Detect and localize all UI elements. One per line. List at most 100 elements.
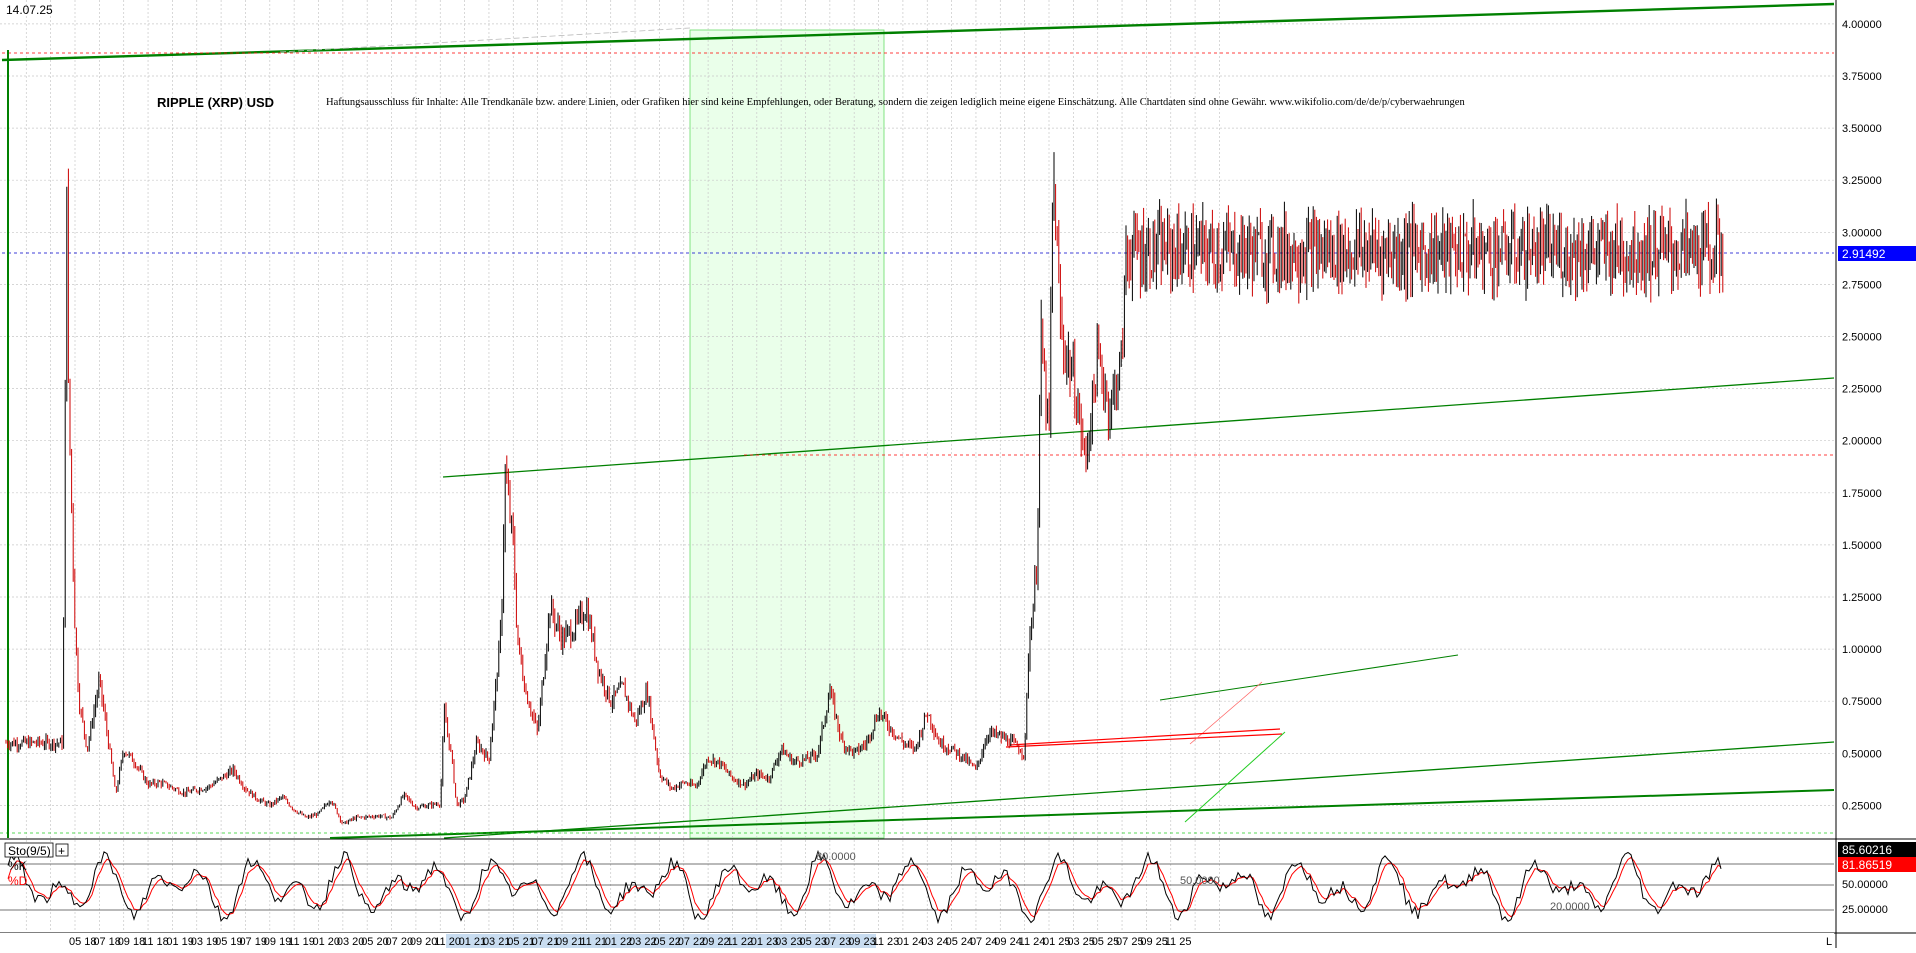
x-tick-label: 09 23	[848, 936, 876, 948]
x-tick-label: 05 20	[361, 936, 389, 948]
price-candles	[5, 152, 1724, 825]
y-tick-label: 2.75000	[1842, 279, 1882, 291]
trendline	[1005, 733, 1283, 748]
k-value-tag	[1838, 842, 1916, 857]
x-tick-label: 01 25	[1043, 936, 1071, 948]
trendline	[1159, 654, 1459, 701]
price-tag	[1838, 246, 1916, 261]
x-tick-label: 09 19	[264, 936, 292, 948]
x-tick-label: 05 25	[1092, 936, 1120, 948]
disclaimer-text: Haftungsausschluss für Inhalte: Alle Tre…	[326, 97, 1465, 108]
trendline	[442, 377, 1835, 478]
ind-axis-50: 50.00000	[1842, 879, 1888, 891]
x-tick-label: 01 22	[605, 936, 633, 948]
trendline	[443, 741, 1835, 839]
y-tick-label: 3.50000	[1842, 123, 1882, 135]
y-tick-label: 3.75000	[1842, 71, 1882, 83]
trendline	[329, 789, 1835, 839]
x-tick-label: 05 18	[69, 936, 97, 948]
x-tick-label: 07 23	[824, 936, 852, 948]
x-tick-label: 01 19	[166, 936, 194, 948]
y-tick-label: 3.00000	[1842, 227, 1882, 239]
x-tick-label: 09 18	[118, 936, 146, 948]
x-tick-label: 05 22	[653, 936, 681, 948]
price-axis: 4.00000 3.75000 3.50000 3.25000 3.00000 2.750…	[1842, 19, 1882, 813]
x-tick-label: 07 25	[1116, 936, 1144, 948]
x-tick-label: 07 19	[239, 936, 267, 948]
x-tick-label: 11 24	[1019, 936, 1046, 948]
x-tick-label: 03 19	[191, 936, 219, 948]
y-tick-label: 3.25000	[1842, 175, 1882, 187]
trendlines	[0, 2, 1835, 839]
stoch-d-line	[7, 856, 1722, 918]
date-axis-highlight	[446, 934, 876, 948]
y-tick-label: 0.25000	[1842, 800, 1882, 812]
x-tick-label: 03 23	[775, 936, 803, 948]
indicator-name-box	[4, 842, 54, 858]
x-tick-label: 07 21	[532, 936, 560, 948]
price-tag-value: 2.91492	[1842, 247, 1886, 261]
x-tick-label: 05 19	[215, 936, 243, 948]
trendline	[279, 27, 691, 53]
y-tick-label: 0.50000	[1842, 748, 1882, 760]
level-50-label: 50.0000	[1180, 875, 1220, 887]
axis-end-label: L	[1826, 936, 1832, 948]
x-tick-label: 07 20	[386, 936, 414, 948]
x-tick-label: 09 25	[1140, 936, 1168, 948]
x-tick-label: 03 21	[483, 936, 511, 948]
y-tick-label: 0.75000	[1842, 696, 1882, 708]
x-tick-label: 07 24	[970, 936, 998, 948]
indicator-name: Sto(9/5)	[8, 844, 51, 858]
trendline	[1184, 731, 1286, 823]
x-tick-label: 11 21	[580, 936, 607, 948]
stoch-k-line	[7, 849, 1722, 925]
x-tick-label: 03 20	[337, 936, 365, 948]
x-tick-label: 03 24	[921, 936, 949, 948]
y-tick-label: 4.00000	[1842, 19, 1882, 31]
level-80-label: 80.0000	[816, 851, 856, 863]
y-tick-label: 2.25000	[1842, 384, 1882, 396]
x-tick-label: 09 20	[410, 936, 438, 948]
x-tick-label: 01 24	[897, 936, 925, 948]
x-tick-label: 01 23	[751, 936, 779, 948]
ind-axis-25: 25.00000	[1842, 904, 1888, 916]
x-tick-label: 05 24	[946, 936, 974, 948]
x-tick-label: 07 18	[93, 936, 121, 948]
level-20-label: 20.0000	[1550, 901, 1590, 913]
trendline	[1009, 728, 1281, 746]
stochastic-lines	[7, 849, 1722, 925]
x-tick-label: 11 20	[434, 936, 461, 948]
x-tick-label: 01 21	[459, 936, 487, 948]
d-value: 81.86519	[1842, 858, 1892, 872]
y-tick-label: 2.50000	[1842, 332, 1882, 344]
y-tick-label: 1.25000	[1842, 592, 1882, 604]
x-tick-label: 03 25	[1067, 936, 1095, 948]
highlight-zone	[689, 29, 885, 839]
x-tick-label: 09 21	[556, 936, 584, 948]
k-value: 85.60216	[1842, 843, 1892, 857]
header-date: 14.07.25	[6, 3, 53, 17]
x-tick-label: 09 24	[994, 936, 1022, 948]
d-value-tag	[1838, 857, 1916, 872]
y-tick-label: 1.75000	[1842, 488, 1882, 500]
x-tick-label: 11 18	[142, 936, 169, 948]
chart-title: RIPPLE (XRP) USD	[157, 95, 274, 110]
x-tick-label: 11 25	[1165, 936, 1192, 948]
y-tick-label: 1.00000	[1842, 644, 1882, 656]
x-tick-label: 11 23	[873, 936, 900, 948]
x-tick-label: 09 22	[702, 936, 730, 948]
k-label: %K	[8, 859, 27, 873]
x-tick-label: 07 22	[678, 936, 706, 948]
d-label: %D	[8, 874, 28, 888]
x-tick-label: 05 23	[800, 936, 828, 948]
y-tick-label: 1.50000	[1842, 540, 1882, 552]
x-tick-label: 11 19	[288, 936, 315, 948]
plus-icon: +	[58, 844, 65, 858]
x-tick-label: 03 22	[629, 936, 657, 948]
indicator-grid	[0, 863, 1834, 911]
x-tick-label: 11 22	[726, 936, 753, 948]
indicator-expand-button[interactable]	[55, 843, 69, 857]
